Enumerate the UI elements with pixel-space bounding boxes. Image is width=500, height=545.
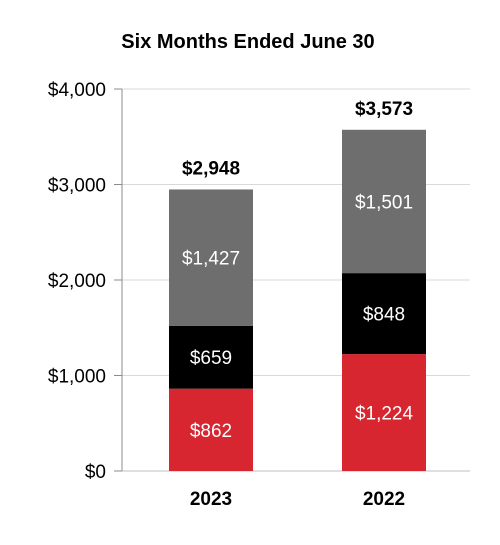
y-tick-label: $1,000 <box>48 367 106 388</box>
bar-segment <box>342 354 426 471</box>
x-axis: 2023 2022 <box>190 489 405 510</box>
segment-value-label: $1,224 <box>355 404 414 425</box>
bar-segment <box>169 388 253 471</box>
bar-segment <box>169 325 253 389</box>
bar-segment <box>342 129 426 274</box>
y-tick-label: $4,000 <box>48 80 106 101</box>
bar-segment <box>342 273 426 355</box>
segment-value-label: $862 <box>190 421 232 442</box>
bar-total-label: $2,948 <box>182 158 240 179</box>
y-axis: $0 $1,000 $2,000 $3,000 $4,000 <box>48 80 123 483</box>
segment-value-label: $1,501 <box>355 192 413 213</box>
y-tick-label: $0 <box>85 462 106 483</box>
segment-value-label: $659 <box>190 348 232 369</box>
segment-value-label: $848 <box>363 305 405 326</box>
bar-segment <box>169 189 253 326</box>
bars <box>169 129 426 471</box>
chart-title: Six Months Ended June 30 <box>121 31 374 53</box>
y-tick-label: $2,000 <box>48 271 106 292</box>
y-tick-label: $3,000 <box>48 176 106 197</box>
data-labels: $862 $659 $1,427 $2,948 $1,224 $848 $1,501 $3,5… <box>182 99 414 442</box>
segment-value-label: $1,427 <box>182 249 240 270</box>
x-tick-label: 2023 <box>190 489 232 510</box>
x-tick-label: 2022 <box>363 489 405 510</box>
bar-total-label: $3,573 <box>355 99 413 120</box>
